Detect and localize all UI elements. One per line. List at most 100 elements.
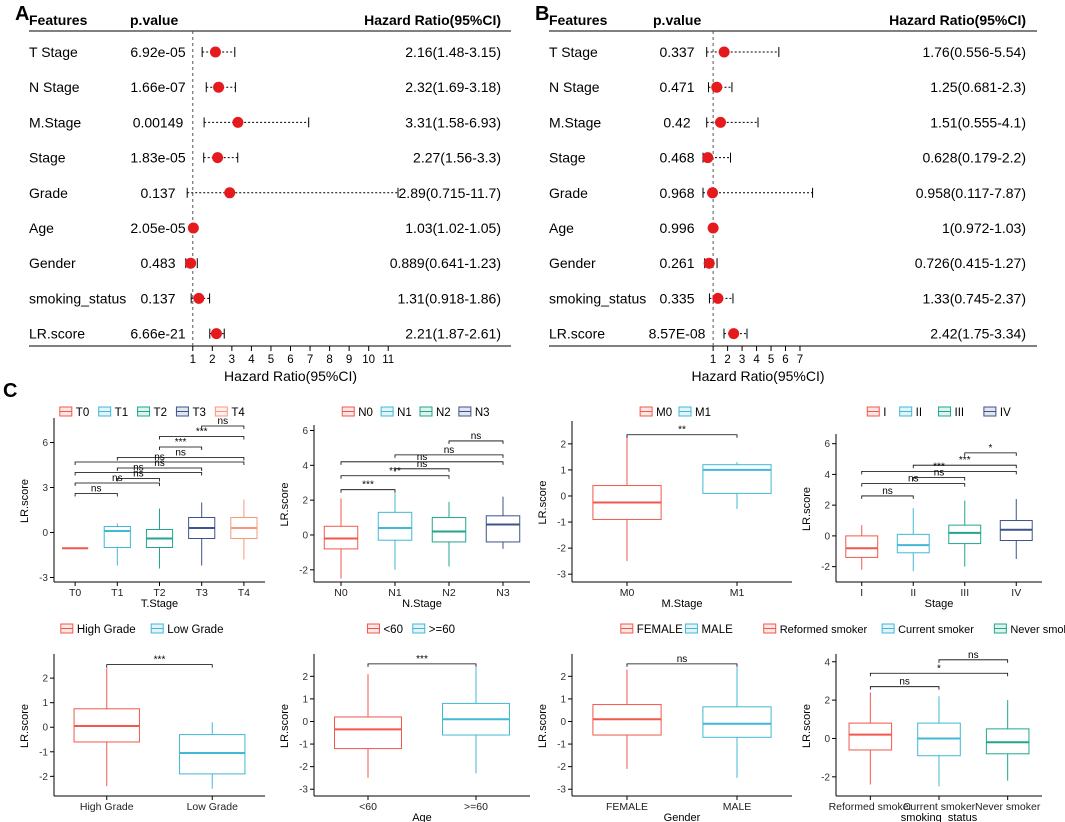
- legend-label: T4: [231, 407, 245, 419]
- legend-label: III: [955, 407, 965, 419]
- x-tick-label: 4: [753, 354, 760, 366]
- x-tick-label: T0: [69, 587, 81, 599]
- feature-label: Gender: [29, 255, 76, 271]
- hazard-ratio-point: [185, 257, 197, 269]
- hr-text-cell: 0.958(0.117-7.87): [916, 185, 1026, 201]
- y-tick-label: 0: [302, 530, 308, 541]
- y-tick-label: -1: [299, 740, 308, 751]
- y-axis-label: LR.score: [19, 479, 31, 523]
- hr-text-cell: 2.42(1.75-3.34): [930, 326, 1026, 342]
- x-axis-label: Hazard Ratio(95%CI): [224, 368, 357, 384]
- legend-label: MALE: [701, 624, 733, 636]
- x-tick-label: <60: [359, 801, 377, 813]
- legend-label: T0: [76, 407, 89, 419]
- pvalue-cell: 0.137: [140, 290, 175, 306]
- feature-label: Stage: [29, 150, 66, 166]
- box-iqr: [334, 716, 402, 750]
- feature-label: T Stage: [549, 44, 598, 60]
- hazard-ratio-point: [711, 81, 723, 93]
- significance-label: ns: [444, 445, 455, 456]
- hr-text-cell: 1.03(1.02-1.05): [405, 220, 501, 236]
- significance-bracket: [626, 663, 738, 667]
- x-axis-label: N.Stage: [402, 598, 442, 610]
- hazard-ratio-point: [712, 292, 724, 304]
- hr-text-cell: 2.89(0.715-11.7): [399, 185, 501, 201]
- y-tick-label: -2: [821, 562, 830, 573]
- legend-label: M0: [656, 407, 672, 419]
- x-tick-label: Low Grade: [187, 801, 239, 813]
- x-axis-label: Age: [412, 812, 432, 822]
- significance-bracket: [869, 686, 940, 690]
- feature-label: Grade: [549, 185, 588, 201]
- hr-text-cell: 0.726(0.415-1.27): [915, 255, 1026, 271]
- feature-label: T Stage: [29, 44, 78, 60]
- y-tick-label: -3: [39, 573, 48, 584]
- feature-label: LR.score: [549, 326, 605, 342]
- legend-label: T2: [154, 407, 167, 419]
- y-tick-label: 0: [560, 491, 566, 502]
- significance-bracket: [861, 495, 914, 499]
- box-iqr: [377, 511, 413, 541]
- significance-bracket: [201, 425, 245, 429]
- significance-bracket: [938, 659, 1009, 663]
- box-iqr: [103, 526, 131, 548]
- y-tick-label: -2: [557, 762, 566, 773]
- x-tick-label: M0: [620, 587, 635, 599]
- x-tick-label: 10: [362, 354, 375, 366]
- significance-bracket: [869, 672, 1009, 677]
- legend-label: High Grade: [77, 624, 136, 636]
- y-tick-label: 0: [824, 531, 830, 542]
- y-axis-label: LR.score: [537, 704, 549, 748]
- hr-text-cell: 1.51(0.555-4.1): [930, 114, 1026, 130]
- hazard-ratio-point: [212, 152, 224, 164]
- pvalue-cell: 2.05e-05: [130, 220, 185, 236]
- x-tick-label: T1: [111, 587, 123, 599]
- significance-bracket: [912, 477, 966, 481]
- significance-label: ns: [677, 654, 688, 665]
- y-tick-label: 1: [560, 465, 566, 476]
- x-tick-label: II: [910, 587, 916, 599]
- x-tick-label: 4: [248, 354, 255, 366]
- feature-label: M.Stage: [549, 114, 601, 130]
- hazard-ratio-point: [707, 187, 719, 199]
- significance-label: ***: [175, 437, 187, 448]
- y-tick-label: 2: [560, 672, 566, 683]
- feature-label: Stage: [549, 150, 586, 166]
- legend-label: N1: [397, 407, 412, 419]
- significance-label: ns: [417, 459, 428, 470]
- significance-bracket: [74, 461, 245, 465]
- hr-text-cell: 1.25(0.681-2.3): [930, 79, 1026, 95]
- pvalue-cell: 8.57E-08: [649, 326, 706, 342]
- x-tick-label: N1: [388, 587, 402, 599]
- y-tick-label: 4: [824, 470, 830, 481]
- significance-bracket: [106, 664, 213, 668]
- hr-text-cell: 1(0.972-1.03): [942, 220, 1026, 236]
- x-tick-label: N3: [496, 587, 510, 599]
- y-tick-label: 2: [302, 672, 308, 683]
- x-tick-label: N0: [334, 587, 348, 599]
- y-tick-label: 4: [302, 461, 308, 472]
- feature-label: smoking_status: [29, 290, 126, 306]
- significance-label: ***: [933, 461, 945, 472]
- significance-label: ns: [175, 448, 186, 459]
- x-tick-label: MALE: [723, 801, 752, 813]
- pvalue-cell: 0.968: [659, 185, 694, 201]
- x-tick-label: 9: [346, 354, 352, 366]
- pvalue-cell: 0.337: [659, 44, 694, 60]
- significance-label: ns: [133, 469, 144, 480]
- panel-label: C: [3, 380, 17, 402]
- y-tick-label: -1: [39, 747, 48, 758]
- hazard-ratio-point: [193, 292, 205, 304]
- y-tick-label: -2: [299, 565, 308, 576]
- y-tick-label: -2: [821, 772, 830, 783]
- x-tick-label: 3: [739, 354, 745, 366]
- x-tick-label: 7: [797, 354, 803, 366]
- y-axis-label: LR.score: [279, 704, 291, 748]
- y-tick-label: 2: [560, 439, 566, 450]
- legend-label: Reformed smoker: [780, 624, 868, 636]
- significance-label: ns: [218, 416, 229, 427]
- hazard-ratio-point: [707, 222, 719, 234]
- significance-bracket: [159, 446, 203, 450]
- feature-label: M.Stage: [29, 114, 81, 130]
- x-tick-label: 6: [287, 354, 293, 366]
